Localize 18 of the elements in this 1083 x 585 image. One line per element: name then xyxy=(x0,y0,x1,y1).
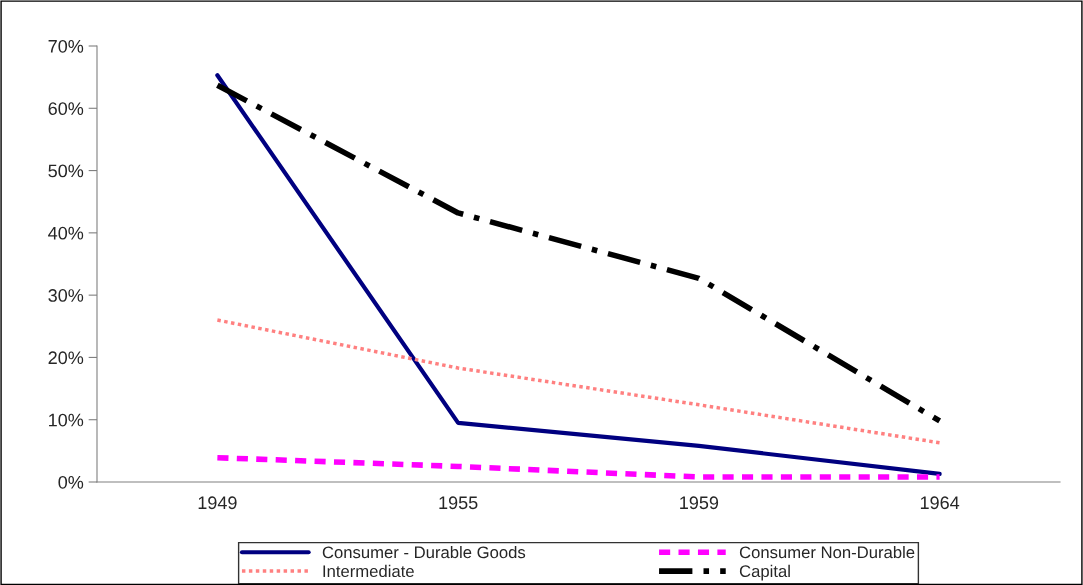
y-tick-label: 0% xyxy=(58,475,84,489)
legend-label: Intermediate xyxy=(323,564,414,578)
y-tick-label: 20% xyxy=(48,351,84,365)
line-series xyxy=(215,73,942,476)
y-tick-label: 30% xyxy=(48,289,84,302)
line-series xyxy=(215,318,942,445)
x-tick-label: 1949 xyxy=(198,496,237,510)
x-tick-label: 1959 xyxy=(680,496,719,510)
y-tick-label: 60% xyxy=(48,102,84,116)
legend-label: Capital xyxy=(739,564,790,581)
y-tick-label: 70% xyxy=(48,39,84,53)
x-tick-label: 1964 xyxy=(920,496,960,510)
legend-label: Consumer Non-Durable xyxy=(739,545,915,559)
y-tick-label: 40% xyxy=(48,226,84,240)
x-tick-label: 1955 xyxy=(439,496,478,510)
legend-label: Consumer - Durable Goods xyxy=(322,545,526,559)
y-tick-label: 50% xyxy=(48,164,84,178)
y-tick-label: 10% xyxy=(49,413,84,427)
